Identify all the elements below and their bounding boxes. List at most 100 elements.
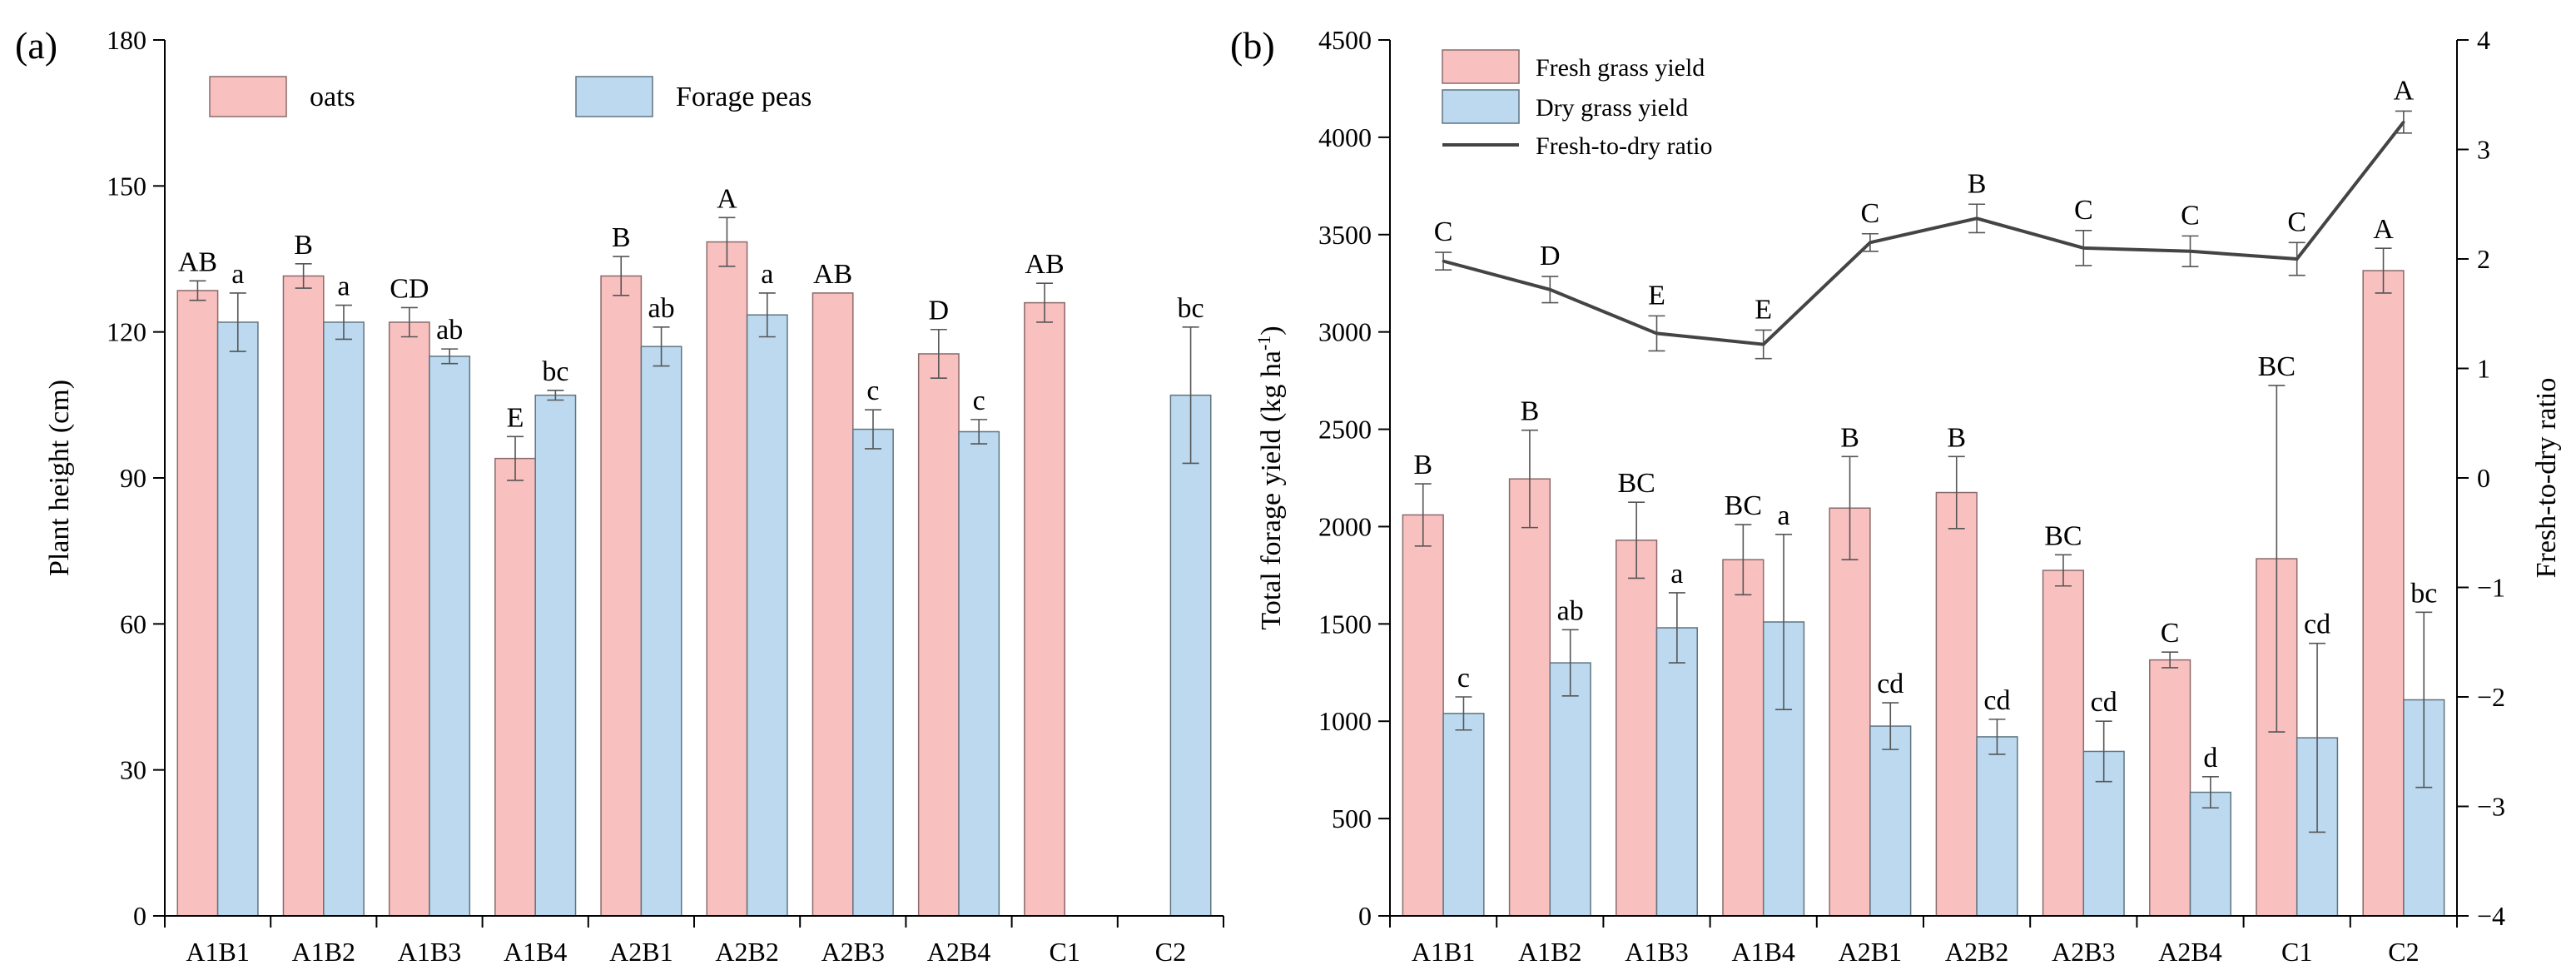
bar [1977, 737, 2018, 916]
y-tick-label: 180 [107, 25, 146, 55]
ratio-point [2402, 121, 2405, 123]
bar [959, 431, 999, 916]
significance-letter: C [2161, 618, 2180, 649]
bar [1443, 714, 1484, 916]
ratio-significance-letter: C [1861, 198, 1880, 229]
x-tick-label: C2 [1155, 937, 1186, 967]
significance-letter: c [866, 376, 879, 406]
significance-letter: a [1778, 500, 1790, 531]
y2-tick-label: −4 [2477, 901, 2505, 931]
bar [2363, 271, 2404, 916]
legend-label: oats [310, 82, 355, 112]
significance-letter: B [612, 222, 631, 253]
bar [707, 242, 747, 916]
ratio-significance-letter: B [1968, 168, 1987, 199]
legend-label: Fresh-to-dry ratio [1536, 132, 1712, 160]
x-tick-label: A1B4 [1731, 937, 1794, 967]
x-tick-label: A2B3 [821, 937, 885, 967]
y-tick-label: 120 [107, 317, 146, 347]
significance-letter: cd [1983, 685, 2010, 716]
bar [324, 322, 364, 916]
bar [1657, 628, 1698, 916]
panel-a: (a) 0 30 60 90 120 150 180 Plant height (cm) A1B1… [15, 24, 1223, 967]
y-tick-label: 90 [120, 463, 146, 493]
y-axis-label: Total forage yield (kg ha-1) [1253, 326, 1287, 629]
bar [919, 354, 959, 916]
bar [1025, 303, 1065, 916]
significance-letter: B [1521, 396, 1540, 427]
y-tick-label: 500 [1332, 803, 1372, 833]
y2-tick-label: 0 [2477, 463, 2490, 493]
x-tick-label: A1B1 [186, 937, 249, 967]
y2-tick-label: 1 [2477, 354, 2490, 384]
y-tick-label: 0 [133, 901, 146, 931]
significance-letter: A [2373, 214, 2394, 245]
x-tick-label: A1B4 [504, 937, 567, 967]
legend-label: Fresh grass yield [1536, 54, 1705, 82]
significance-letter: a [761, 259, 773, 290]
y-axis-label: Plant height (cm) [44, 380, 75, 576]
significance-letter: cd [1877, 669, 1903, 699]
bar [1723, 560, 1764, 916]
significance-letter: CD [390, 273, 429, 304]
significance-letter: A [717, 183, 737, 214]
ratio-point [1869, 241, 1871, 244]
x-tick-label: A1B3 [1625, 937, 1688, 967]
y2-tick-label: −1 [2477, 573, 2505, 603]
bar [2043, 570, 2084, 916]
significance-letter: B [1413, 450, 1432, 480]
ratio-significance-letter: C [2181, 200, 2200, 231]
y2-axis-label: Fresh-to-dry ratio [2531, 378, 2562, 579]
significance-letter: AB [178, 246, 217, 277]
significance-letter: B [1840, 422, 1859, 453]
significance-letter: a [1670, 559, 1683, 589]
y-axis-label-close: ) [1256, 326, 1287, 335]
x-tick-label: A1B1 [1412, 937, 1475, 967]
legend: oats Forage peas [210, 77, 812, 117]
ratio-significance-letter: A [2394, 75, 2415, 106]
legend-label: Dry grass yield [1536, 94, 1688, 122]
bar [1870, 726, 1911, 916]
significance-letter: AB [1025, 249, 1064, 280]
x-tick-label: A2B1 [1839, 937, 1902, 967]
ratio-significance-letter: E [1648, 280, 1665, 311]
bar [283, 276, 323, 916]
significance-letter: BC [2258, 351, 2296, 382]
significance-letter: cd [2091, 687, 2117, 718]
significance-letter: AB [813, 259, 852, 290]
bar [218, 322, 258, 916]
y-axis-label-main: Total forage yield (kg ha [1256, 351, 1287, 630]
y-tick-label: 2000 [1318, 511, 1372, 541]
significance-letter: BC [1725, 490, 1762, 521]
ratio-point [2296, 258, 2298, 261]
significance-letter: E [507, 402, 524, 433]
x-tick-label: A1B2 [1518, 937, 1581, 967]
legend-swatch [576, 77, 653, 117]
significance-letter: D [929, 296, 950, 326]
ratio-point [1762, 343, 1764, 346]
bar [1550, 663, 1591, 916]
significance-letter: ab [436, 315, 463, 346]
bar [535, 395, 575, 916]
bar [177, 291, 217, 916]
y2-tick-label: −2 [2477, 682, 2505, 712]
bar [853, 430, 893, 916]
significance-letter: bc [2410, 578, 2437, 609]
ratio-point [2082, 246, 2085, 249]
bar [1616, 540, 1657, 916]
bar [1510, 479, 1551, 916]
y-axis-label-superscript: -1 [1253, 336, 1274, 351]
significance-letter: cd [2304, 609, 2330, 640]
bar [1402, 515, 1443, 916]
bar [429, 356, 469, 916]
significance-letter: B [294, 230, 313, 261]
y-tick-label: 0 [1358, 901, 1372, 931]
legend-swatch [1442, 90, 1519, 123]
ratio-significance-letter: D [1540, 241, 1561, 271]
x-tick-label: C1 [1050, 937, 1080, 967]
y-tick-label: 3500 [1318, 220, 1372, 250]
significance-letter: BC [2044, 520, 2082, 551]
bar [641, 346, 681, 916]
y2-tick-label: 2 [2477, 244, 2490, 274]
y-tick-label: 60 [120, 609, 146, 639]
